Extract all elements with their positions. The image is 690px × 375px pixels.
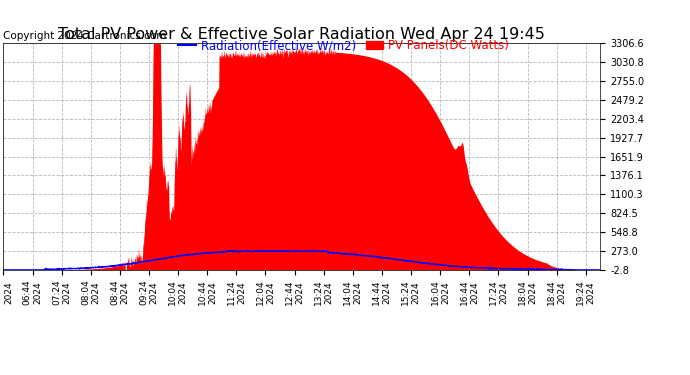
Text: Copyright 2024 Cartronics.com: Copyright 2024 Cartronics.com bbox=[3, 31, 167, 40]
Title: Total PV Power & Effective Solar Radiation Wed Apr 24 19:45: Total PV Power & Effective Solar Radiati… bbox=[59, 27, 545, 42]
Legend: Radiation(Effective W/m2), PV Panels(DC Watts): Radiation(Effective W/m2), PV Panels(DC … bbox=[174, 34, 513, 57]
